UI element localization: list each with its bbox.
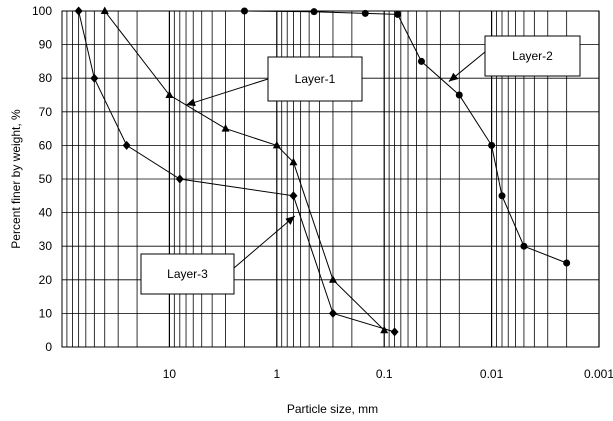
callout-box — [267, 56, 363, 102]
y-tick-label: 70 — [39, 105, 53, 119]
y-axis-title: Percent finer by weight, % — [9, 109, 23, 249]
callout-layer-3: Layer-3 — [140, 215, 296, 295]
data-point — [417, 57, 425, 65]
data-point — [520, 242, 528, 250]
series-line — [244, 10, 567, 264]
data-point — [90, 73, 99, 83]
y-tick-label: 40 — [39, 206, 53, 220]
data-point — [328, 275, 337, 283]
data-point — [498, 192, 506, 200]
callout-arrowhead — [448, 72, 459, 82]
y-tick-label: 50 — [39, 172, 53, 186]
y-tick-label: 10 — [39, 306, 53, 320]
callout-arrowhead — [285, 215, 295, 225]
data-point — [221, 124, 230, 132]
data-point — [272, 140, 281, 149]
x-tick-label: 1 — [273, 367, 280, 381]
callouts: Layer-1 Layer-2 Layer-3 — [140, 35, 581, 295]
data-point — [390, 327, 399, 337]
x-axis-title: Particle size, mm — [287, 402, 378, 416]
callout-arrow-line — [233, 215, 296, 269]
series-layer-1 — [100, 6, 389, 334]
y-tick-label: 0 — [45, 340, 52, 354]
data-point — [165, 90, 174, 98]
callout-arrowhead — [186, 98, 196, 107]
callout-label: Layer-2 — [512, 49, 553, 63]
data-point — [289, 191, 298, 201]
tick-labels: 0 10 20 30 40 50 60 70 80 90 100 10 1 0.1 0.01 0.001 — [32, 4, 613, 381]
x-tick-label: 0.001 — [584, 367, 613, 381]
data-point — [100, 6, 109, 14]
data-point — [488, 141, 496, 149]
data-point — [394, 10, 402, 18]
callout-box — [484, 35, 581, 77]
y-tick-label: 90 — [39, 38, 53, 52]
data-point — [74, 6, 83, 16]
callout-box — [140, 253, 235, 295]
x-tick-label: 10 — [163, 367, 177, 381]
plot-frame — [61, 10, 600, 348]
y-tick-label: 80 — [39, 71, 53, 85]
y-tick-label: 100 — [32, 4, 52, 18]
data-point — [455, 91, 463, 99]
data-point — [240, 7, 248, 15]
y-tick-label: 60 — [39, 138, 53, 152]
callout-layer-2: Layer-2 — [448, 35, 581, 82]
callout-label: Layer-3 — [167, 267, 208, 281]
data-point — [122, 140, 131, 150]
series-layer-3 — [74, 6, 399, 337]
y-tick-label: 20 — [39, 273, 53, 287]
data-point — [289, 157, 298, 166]
series-layer — [74, 6, 571, 337]
data-point — [310, 8, 318, 16]
callout-layer-1: Layer-1 — [185, 56, 363, 107]
data-point — [328, 308, 337, 318]
series-layer-2 — [240, 7, 571, 267]
x-tick-label: 0.1 — [376, 367, 393, 381]
x-tick-label: 0.01 — [480, 367, 504, 381]
y-tick-label: 30 — [39, 239, 53, 253]
data-point — [175, 174, 184, 184]
callout-label: Layer-1 — [295, 72, 336, 86]
data-point — [361, 9, 369, 17]
callout-arrow-line — [185, 78, 269, 106]
data-point — [380, 325, 389, 334]
data-point — [563, 259, 571, 267]
